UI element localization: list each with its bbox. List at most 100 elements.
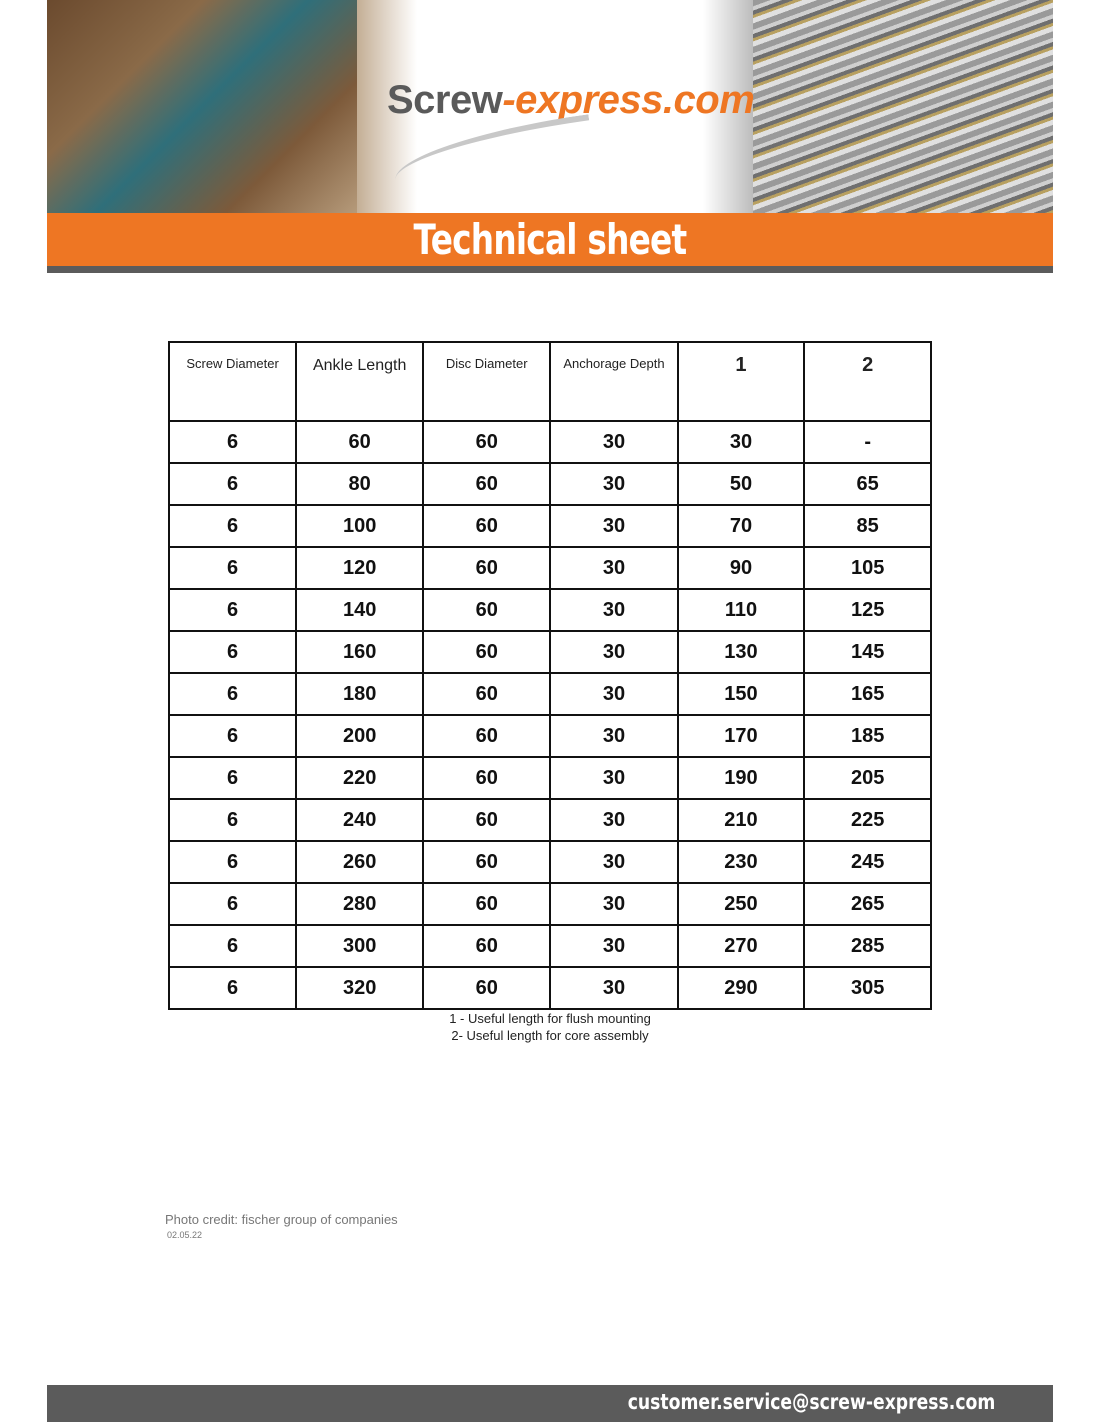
table-row: 6 180 60 30 150 165 <box>167 672 932 716</box>
table-cell: 60 <box>422 504 552 548</box>
table-cell: 6 <box>167 420 298 464</box>
table-row: 6 60 60 30 30- <box>167 420 932 464</box>
table-cell: 305 <box>803 966 932 1010</box>
table-cell: 60 <box>422 798 552 842</box>
table-cell: 105 <box>803 546 932 590</box>
table-cell: 6 <box>167 630 298 674</box>
table-cell: 60 <box>422 924 552 968</box>
logo-swoosh <box>390 114 594 180</box>
footnote-1: 1 - Useful length for flush mounting <box>449 1011 651 1026</box>
screws-photo <box>703 0 1053 213</box>
table-cell: 100 <box>295 504 425 548</box>
table-row: 6 240 60 30 210 225 <box>167 798 932 842</box>
date: 02.05.22 <box>167 1230 203 1240</box>
header-1: 1 <box>676 341 806 422</box>
table-cell: 280 <box>295 882 425 926</box>
table-cell: 205 <box>803 756 932 800</box>
table-cell: 6 <box>167 714 298 758</box>
table-cell: 170 <box>676 714 806 758</box>
table-cell: 60 <box>422 714 552 758</box>
table-cell: 300 <box>295 924 425 968</box>
table-cell: 80 <box>295 462 425 506</box>
table-cell: 50 <box>676 462 806 506</box>
table-cell: 130 <box>676 630 806 674</box>
table-cell: 30 <box>549 924 679 968</box>
table-cell: 60 <box>295 420 425 464</box>
table-cell: 320 <box>295 966 425 1010</box>
contact-email[interactable]: customer.service@screw-express.com <box>627 1390 995 1414</box>
table-cell: 125 <box>803 588 932 632</box>
table-cell: 6 <box>167 504 298 548</box>
table-cell: 180 <box>295 672 425 716</box>
table-cell: 250 <box>676 882 806 926</box>
table-cell: 60 <box>422 420 552 464</box>
spec-table: Screw Diameter Ankle Length Disc Diamete… <box>167 341 932 1010</box>
table-cell: 30 <box>549 630 679 674</box>
table-cell: 165 <box>803 672 932 716</box>
table-cell: 65 <box>803 462 932 506</box>
table-cell: 265 <box>803 882 932 926</box>
table-row: 6 320 60 30 290 305 <box>167 966 932 1010</box>
table-cell: 240 <box>295 798 425 842</box>
table-cell: 60 <box>422 462 552 506</box>
table-cell: 230 <box>676 840 806 884</box>
table-row: 6 140 60 30 110 125 <box>167 588 932 632</box>
table-header-row: Screw Diameter Ankle Length Disc Diamete… <box>167 341 932 422</box>
table-cell: 30 <box>549 546 679 590</box>
table-row: 6 260 60 30 230 245 <box>167 840 932 884</box>
table-cell: 225 <box>803 798 932 842</box>
table-cell: 120 <box>295 546 425 590</box>
table-cell: 60 <box>422 630 552 674</box>
table-cell: 6 <box>167 546 298 590</box>
table-cell: 150 <box>676 672 806 716</box>
photo-credit: Photo credit: fischer group of companies <box>165 1212 398 1227</box>
footnote-2: 2- Useful length for core assembly <box>451 1028 649 1043</box>
table-cell: 6 <box>167 672 298 716</box>
table-row: 6 300 60 30 270 285 <box>167 924 932 968</box>
table-cell: 60 <box>422 882 552 926</box>
table-cell: 60 <box>422 546 552 590</box>
header-screw-diameter: Screw Diameter <box>167 341 298 422</box>
table-row: 6 120 60 30 90 105 <box>167 546 932 590</box>
table-cell: 140 <box>295 588 425 632</box>
table-cell: 6 <box>167 462 298 506</box>
footnotes: 1 - Useful length for flush mounting 2- … <box>0 1010 1100 1044</box>
table-cell: 30 <box>549 882 679 926</box>
table-cell: 220 <box>295 756 425 800</box>
table-cell: 200 <box>295 714 425 758</box>
table-cell: 90 <box>676 546 806 590</box>
table-cell: 6 <box>167 840 298 884</box>
table-cell: 60 <box>422 672 552 716</box>
table-cell: - <box>803 420 932 464</box>
table-cell: 290 <box>676 966 806 1010</box>
table-cell: 6 <box>167 924 298 968</box>
table-cell: 30 <box>549 840 679 884</box>
table-cell: 30 <box>549 420 679 464</box>
table-cell: 60 <box>422 588 552 632</box>
table-cell: 6 <box>167 756 298 800</box>
table-cell: 30 <box>549 588 679 632</box>
table-cell: 6 <box>167 588 298 632</box>
page-title: Technical sheet <box>413 215 688 264</box>
table-cell: 60 <box>422 966 552 1010</box>
header-banner: Screw-express.com <box>47 0 1053 213</box>
table-cell: 260 <box>295 840 425 884</box>
table-cell: 60 <box>422 840 552 884</box>
table-cell: 270 <box>676 924 806 968</box>
divider <box>47 266 1053 273</box>
table-cell: 30 <box>676 420 806 464</box>
table-cell: 30 <box>549 798 679 842</box>
table-cell: 190 <box>676 756 806 800</box>
table-cell: 30 <box>549 966 679 1010</box>
table-cell: 30 <box>549 504 679 548</box>
table-cell: 60 <box>422 756 552 800</box>
table-cell: 160 <box>295 630 425 674</box>
footer-bar: customer.service@screw-express.com <box>47 1385 1053 1422</box>
table-cell: 85 <box>803 504 932 548</box>
toolbox-photo <box>47 0 417 213</box>
logo: Screw-express.com <box>387 78 755 122</box>
header-ankle-length: Ankle Length <box>295 341 425 422</box>
table-cell: 245 <box>803 840 932 884</box>
header-disc-diameter: Disc Diameter <box>422 341 552 422</box>
header-anchorage-depth: Anchorage Depth <box>549 341 679 422</box>
